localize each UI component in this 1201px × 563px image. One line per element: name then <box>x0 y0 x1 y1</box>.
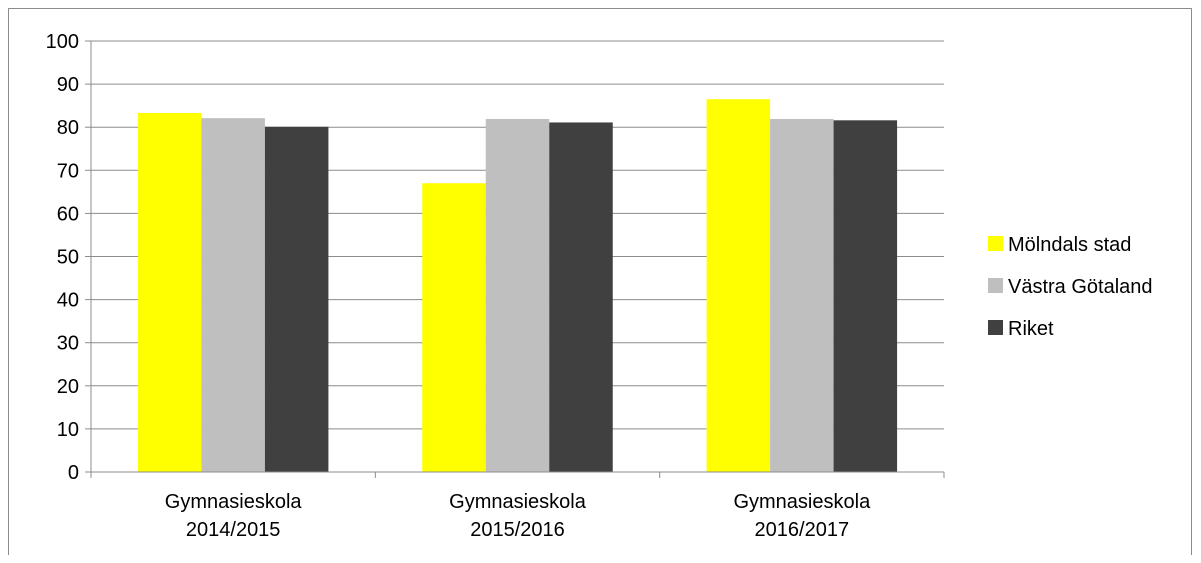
bar-3-cat-1 <box>264 126 329 473</box>
x-category-label-1-line-2: 2014/2015 <box>186 519 281 541</box>
y-tick-label-10: 10 <box>57 419 79 441</box>
y-tick-label-70: 70 <box>57 160 79 182</box>
y-tick-label-80: 80 <box>57 117 79 139</box>
x-category-label-1-line-1: Gymnasieskola <box>165 491 303 513</box>
x-category-label-2-line-1: Gymnasieskola <box>449 491 587 513</box>
bar-3-cat-2 <box>549 122 613 473</box>
y-tick-label-90: 90 <box>57 74 79 96</box>
bar-1-cat-2 <box>422 183 486 473</box>
x-category-label-3-line-1: Gymnasieskola <box>733 491 871 513</box>
y-tick-label-0: 0 <box>68 462 79 484</box>
bar-1-cat-1 <box>137 112 202 473</box>
y-tick-label-50: 50 <box>57 247 79 269</box>
y-tick-label-100: 100 <box>46 31 79 53</box>
legend: Mölndals stad Västra Götaland Riket <box>988 234 1153 340</box>
x-category-label-3-line-2: 2016/2017 <box>755 519 850 541</box>
legend-label-3: Riket <box>1008 318 1054 340</box>
bar-2-cat-1 <box>201 118 265 473</box>
legend-label-2: Västra Götaland <box>1008 276 1153 298</box>
legend-swatch-2 <box>988 278 1003 293</box>
x-category-label-2-line-2: 2015/2016 <box>470 519 565 541</box>
y-tick-label-30: 30 <box>57 333 79 355</box>
y-tick-label-60: 60 <box>57 203 79 225</box>
legend-label-1: Mölndals stad <box>1008 234 1131 256</box>
axes: 0 10 20 30 40 50 60 70 80 90 100 Gymnasieskola 2014/… <box>46 31 945 541</box>
legend-swatch-3 <box>988 320 1003 335</box>
y-tick-label-40: 40 <box>57 290 79 312</box>
bar-3-cat-3 <box>833 120 898 472</box>
bar-2-cat-2 <box>485 119 550 473</box>
bars <box>137 99 898 473</box>
y-tick-label-20: 20 <box>57 376 79 398</box>
legend-swatch-1 <box>988 236 1003 251</box>
bar-1-cat-3 <box>706 99 771 472</box>
bar-2-cat-3 <box>770 119 834 473</box>
